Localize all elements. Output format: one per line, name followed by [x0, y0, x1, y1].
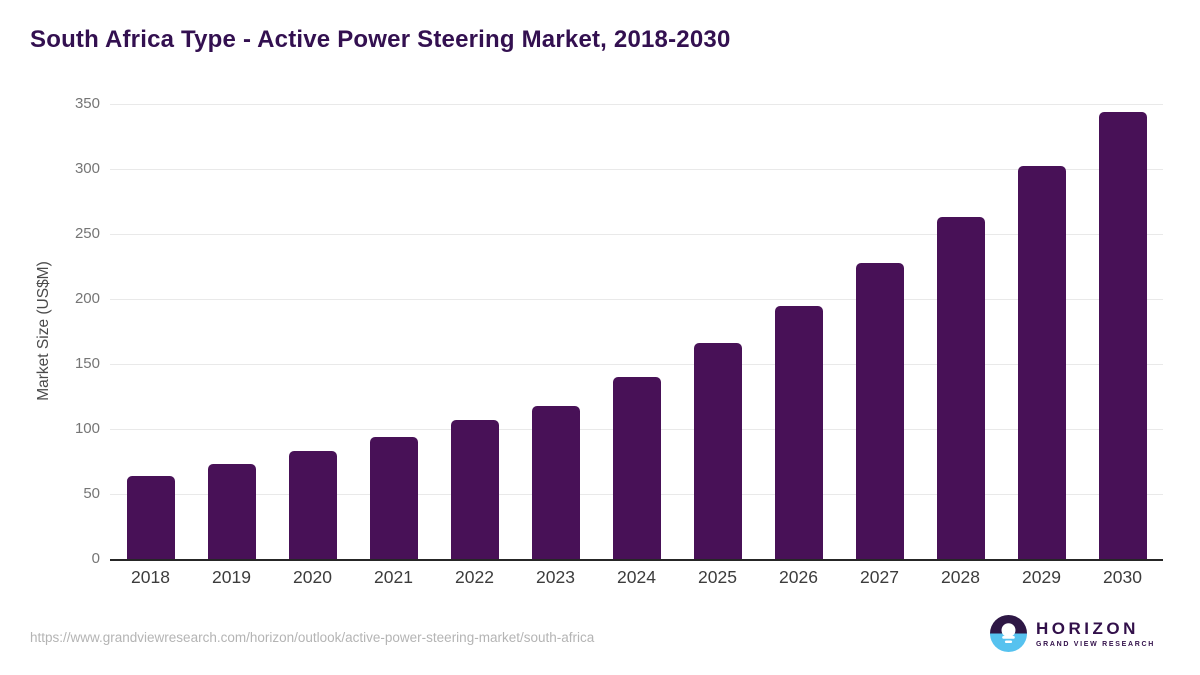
- x-label-2019: 2019: [212, 567, 251, 587]
- y-tick-100: 100: [74, 420, 100, 437]
- bar-2023: [531, 405, 580, 559]
- y-axis-ticks: 0 50 100 150 200 250 300 350: [0, 95, 100, 567]
- bar-2030: [1098, 111, 1147, 559]
- gridline-300: [110, 169, 1163, 170]
- gridline-350: [110, 104, 1163, 105]
- x-label-2026: 2026: [779, 567, 818, 587]
- x-label-2020: 2020: [293, 567, 332, 587]
- x-label-2030: 2030: [1103, 567, 1142, 587]
- bar-2027: [855, 262, 904, 559]
- plot-area: [110, 104, 1163, 561]
- x-label-2028: 2028: [941, 567, 980, 587]
- logo-wordmark: HORIZON: [1035, 618, 1139, 638]
- logo-subtitle: GRAND VIEW RESEARCH: [1035, 640, 1155, 648]
- bar-2025: [693, 343, 742, 559]
- y-tick-300: 300: [74, 160, 100, 177]
- x-label-2024: 2024: [617, 567, 656, 587]
- gridline-150: [110, 364, 1163, 365]
- x-axis-labels: 2018 2019 2020 2021 2022 2023 2024 2025 2026 2027…: [110, 567, 1163, 595]
- gridline-200: [110, 299, 1163, 300]
- gridline-250: [110, 234, 1163, 235]
- bar-2028: [936, 217, 985, 559]
- source-url: https://www.grandviewresearch.com/horizo…: [30, 630, 595, 645]
- y-tick-50: 50: [83, 485, 100, 502]
- x-label-2021: 2021: [374, 567, 413, 587]
- bar-2020: [288, 451, 337, 559]
- chart-title: South Africa Type - Active Power Steerin…: [30, 26, 731, 53]
- horizon-logo-icon: [989, 615, 1027, 652]
- y-tick-0: 0: [91, 550, 100, 567]
- bar-2029: [1017, 166, 1066, 559]
- x-label-2018: 2018: [131, 567, 170, 587]
- bar-2026: [774, 305, 823, 559]
- bar-2021: [369, 436, 418, 559]
- bar-2022: [450, 419, 499, 559]
- logo-text: HORIZON GRAND VIEW RESEARCH: [1036, 620, 1155, 648]
- bar-2024: [612, 377, 661, 559]
- y-tick-200: 200: [74, 290, 100, 307]
- x-label-2029: 2029: [1022, 567, 1061, 587]
- bar-2018: [126, 475, 175, 559]
- y-tick-250: 250: [74, 225, 100, 242]
- x-label-2023: 2023: [536, 567, 575, 587]
- x-label-2022: 2022: [455, 567, 494, 587]
- y-tick-350: 350: [74, 95, 100, 112]
- horizon-logo: HORIZON GRAND VIEW RESEARCH: [989, 615, 1155, 652]
- x-label-2027: 2027: [860, 567, 899, 587]
- x-label-2025: 2025: [698, 567, 737, 587]
- bar-2019: [207, 464, 256, 559]
- y-tick-150: 150: [74, 355, 100, 372]
